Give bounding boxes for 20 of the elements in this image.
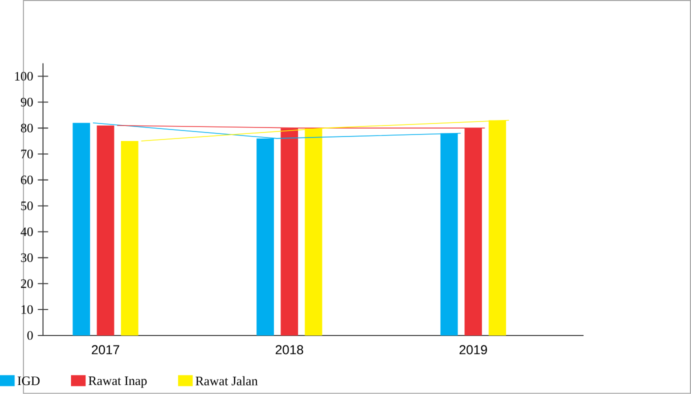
bar	[96, 126, 114, 336]
y-tick-label: 90	[20, 98, 33, 107]
x-tick-label: 2019	[460, 345, 487, 354]
bar	[120, 141, 138, 336]
legend-label: Rawat Jalan	[196, 376, 258, 386]
y-tick-label: 80	[20, 124, 33, 132]
y-tick-label: 40	[20, 227, 33, 236]
y-tick-label: 10	[22, 305, 33, 314]
x-tick-label: 2017	[92, 345, 120, 354]
y-tick-label: 100	[15, 72, 33, 81]
y-tick-label: 50	[21, 202, 33, 210]
legend-label: IGD	[18, 376, 40, 386]
y-tick-label: 70	[21, 150, 33, 158]
y-tick-label: 20	[20, 279, 33, 288]
y-tick-label: 30	[21, 253, 33, 262]
y-tick-label: 0	[27, 331, 33, 340]
y-tick-label: 60	[20, 176, 33, 184]
legend-label: Rawat Inap	[88, 376, 147, 388]
bar	[72, 122, 90, 336]
x-tick-label: 2018	[276, 345, 304, 354]
